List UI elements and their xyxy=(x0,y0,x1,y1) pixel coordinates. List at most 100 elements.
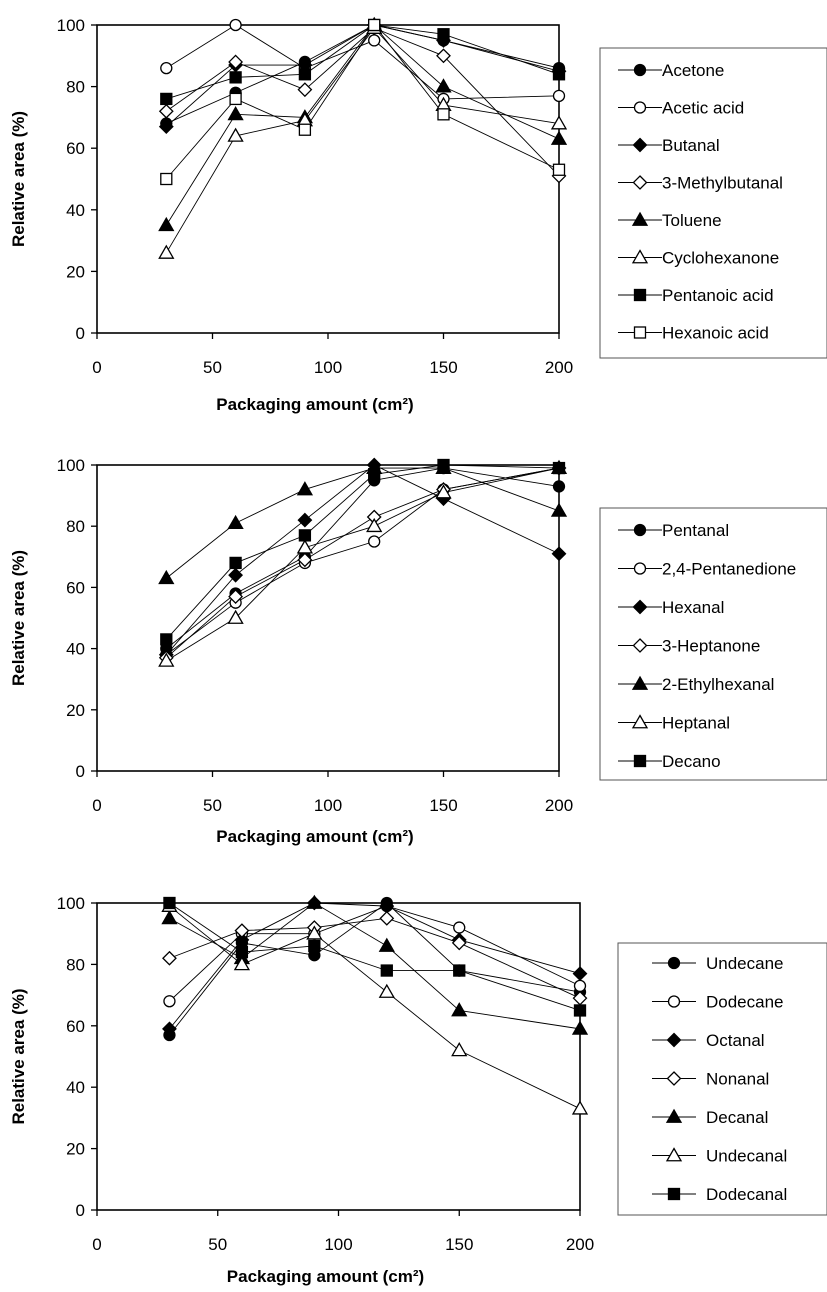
series-line xyxy=(166,24,560,100)
data-point xyxy=(550,130,568,145)
legend-marker xyxy=(631,675,649,690)
data-point xyxy=(437,28,450,41)
x-tick-label: 0 xyxy=(92,358,101,377)
legend: Undecane Dodecane Octanal Nonanal Decanal Und… xyxy=(617,942,827,1216)
data-point xyxy=(158,652,175,667)
series-line xyxy=(169,905,581,1002)
legend: Pentanal 2,4-Pentanedione Hexanal 3-Heptano… xyxy=(599,507,827,781)
data-point xyxy=(297,552,313,568)
data-point xyxy=(573,979,587,993)
data-point xyxy=(368,468,381,481)
x-tick-label: 150 xyxy=(429,358,457,377)
series-line xyxy=(165,464,560,656)
legend-entry: 2,4-Pentanedione xyxy=(662,560,796,579)
y-tick-label: 20 xyxy=(66,262,85,281)
y-tick-label: 60 xyxy=(66,578,85,597)
data-point xyxy=(229,71,242,84)
data-point xyxy=(366,517,383,533)
legend-marker xyxy=(631,714,649,729)
legend-entry: Pentanoic acid xyxy=(662,286,774,305)
data-point xyxy=(379,910,395,926)
y-tick-label: 20 xyxy=(66,701,85,720)
data-point xyxy=(368,18,381,32)
legend-marker xyxy=(667,1187,681,1201)
data-point xyxy=(572,966,588,982)
data-point xyxy=(552,480,566,493)
series-line xyxy=(166,24,560,124)
data-point xyxy=(437,108,450,121)
y-tick-label: 0 xyxy=(76,324,85,343)
legend-marker xyxy=(633,63,647,77)
data-point xyxy=(158,119,174,135)
legend-marker xyxy=(632,638,648,653)
legend-marker xyxy=(666,1032,682,1048)
series-line xyxy=(165,24,560,226)
data-point xyxy=(158,244,175,259)
data-point xyxy=(550,115,568,130)
data-point xyxy=(160,172,173,186)
data-point xyxy=(451,1042,468,1057)
data-point xyxy=(368,34,381,47)
legend-marker xyxy=(631,211,649,226)
data-point xyxy=(161,910,178,925)
series-line xyxy=(169,917,581,999)
chart-3: 0 20 40 60 80 100 0 50 100 150 200 Packaging amount… xyxy=(9,894,827,1286)
legend-entry: Undecanal xyxy=(706,1147,787,1166)
data-point xyxy=(552,461,566,475)
legend-entry: Decanal xyxy=(706,1108,768,1127)
data-point xyxy=(552,163,566,176)
data-point xyxy=(229,556,242,570)
data-point xyxy=(297,82,313,98)
legend-marker xyxy=(633,523,647,537)
data-point xyxy=(233,956,251,971)
legend-entry: Undecane xyxy=(706,954,784,973)
data-point xyxy=(158,569,175,585)
data-point xyxy=(453,964,466,977)
y-tick-label: 80 xyxy=(66,517,85,536)
y-axis-title: Relative area (%) xyxy=(9,550,28,686)
data-point xyxy=(368,535,381,548)
legend-marker xyxy=(666,1071,682,1086)
legend-entry: Octanal xyxy=(706,1031,765,1050)
legend-entry: Acetone xyxy=(662,61,724,80)
series-line xyxy=(169,905,581,1110)
data-point xyxy=(437,458,450,472)
legend-marker xyxy=(633,754,647,768)
series-line xyxy=(169,902,581,1011)
series-line xyxy=(166,24,560,127)
data-point xyxy=(435,78,452,93)
legend-entry: Hexanoic acid xyxy=(662,324,769,343)
plot-area xyxy=(96,902,581,1211)
y-tick-label: 40 xyxy=(66,1078,85,1097)
y-tick-label: 80 xyxy=(66,955,85,974)
legend-entry: 3-Heptanone xyxy=(662,637,760,656)
legend-marker xyxy=(633,562,647,575)
legend-entry: Dodecanal xyxy=(706,1185,787,1204)
data-point xyxy=(229,18,242,32)
legend-entry: 2-Ethylhexanal xyxy=(662,675,774,694)
legend-marker xyxy=(633,101,647,114)
y-axis-title: Relative area (%) xyxy=(9,111,28,247)
data-point xyxy=(552,89,566,102)
y-tick-label: 60 xyxy=(66,139,85,158)
series-line xyxy=(166,27,560,177)
data-point xyxy=(378,937,395,952)
data-point xyxy=(451,1002,468,1017)
legend-entry: Dodecane xyxy=(706,993,784,1012)
series-line xyxy=(166,467,560,662)
data-point xyxy=(160,633,173,646)
legend-entry: Pentanal xyxy=(662,521,729,540)
data-point xyxy=(297,512,313,528)
x-tick-label: 200 xyxy=(545,796,573,815)
y-tick-label: 40 xyxy=(66,201,85,220)
series-line xyxy=(169,902,581,1030)
legend-entry: Nonanal xyxy=(706,1070,769,1089)
data-point xyxy=(552,68,566,81)
data-point xyxy=(550,502,568,517)
legend-marker xyxy=(667,956,681,970)
legend-box xyxy=(599,47,827,359)
series-line xyxy=(165,464,560,640)
legend-marker xyxy=(631,249,649,264)
legend-entry: Cyclohexanone xyxy=(662,249,779,268)
data-point xyxy=(551,546,567,562)
